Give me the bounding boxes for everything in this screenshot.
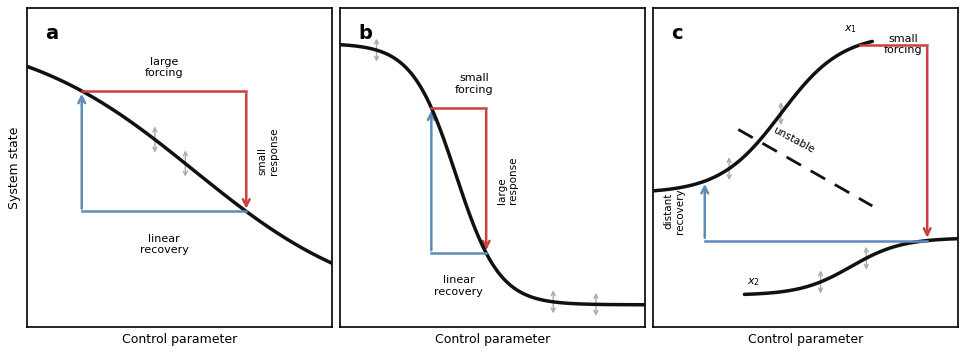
Text: linear
recovery: linear recovery [139,234,188,255]
Text: unstable: unstable [771,125,815,155]
Text: c: c [671,24,683,43]
X-axis label: Control parameter: Control parameter [122,333,237,346]
Text: small
response: small response [257,127,278,175]
Text: linear
recovery: linear recovery [435,275,483,297]
Text: $x_2$: $x_2$ [748,276,760,288]
Y-axis label: System state: System state [9,126,21,209]
X-axis label: Control parameter: Control parameter [748,333,863,346]
Text: b: b [358,24,372,43]
Text: small
forcing: small forcing [884,34,923,56]
Text: a: a [45,24,58,43]
Text: $x_1$: $x_1$ [844,23,857,35]
Text: large
forcing: large forcing [145,57,184,78]
Text: small
forcing: small forcing [455,73,494,95]
X-axis label: Control parameter: Control parameter [435,333,550,346]
Text: distant
recovery: distant recovery [664,188,685,234]
Text: large
response: large response [497,157,519,204]
